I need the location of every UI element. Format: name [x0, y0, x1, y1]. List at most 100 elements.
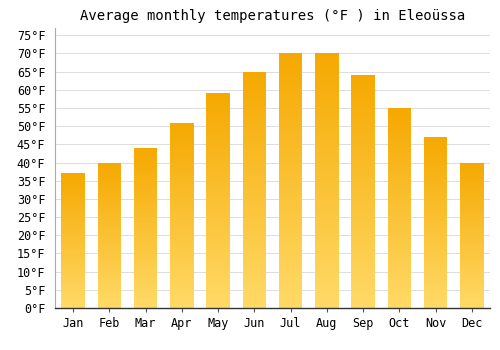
Bar	[352, 198, 375, 201]
Bar	[170, 182, 194, 184]
Bar	[388, 166, 411, 168]
Bar	[170, 167, 194, 169]
Bar	[98, 219, 121, 221]
Bar	[134, 263, 158, 265]
Bar	[206, 102, 230, 104]
Bar	[242, 145, 266, 147]
Bar	[170, 251, 194, 252]
Bar	[206, 274, 230, 276]
Bar	[98, 241, 121, 243]
Bar	[242, 287, 266, 289]
Bar	[134, 174, 158, 175]
Bar	[62, 214, 85, 215]
Bar	[170, 241, 194, 243]
Bar	[170, 138, 194, 139]
Bar	[62, 247, 85, 249]
Bar	[98, 256, 121, 257]
Bar	[388, 110, 411, 112]
Bar	[242, 251, 266, 254]
Bar	[279, 295, 302, 298]
Bar	[134, 178, 158, 180]
Bar	[279, 282, 302, 285]
Bar	[242, 249, 266, 251]
Bar	[315, 71, 338, 74]
Bar	[315, 130, 338, 132]
Bar	[98, 276, 121, 278]
Bar	[352, 96, 375, 99]
Bar	[388, 196, 411, 198]
Bar	[388, 262, 411, 264]
Bar	[134, 182, 158, 183]
Bar	[170, 299, 194, 301]
Bar	[424, 289, 448, 291]
Bar	[206, 181, 230, 183]
Bar	[352, 115, 375, 117]
Bar	[62, 254, 85, 256]
Bar	[206, 207, 230, 209]
Bar	[206, 186, 230, 188]
Bar	[242, 114, 266, 117]
Bar	[424, 171, 448, 173]
Bar	[98, 282, 121, 283]
Bar	[98, 170, 121, 171]
Bar	[352, 173, 375, 175]
Bar	[460, 186, 483, 187]
Bar	[242, 169, 266, 171]
Bar	[388, 228, 411, 230]
Bar	[242, 72, 266, 74]
Bar	[98, 235, 121, 237]
Bar	[352, 245, 375, 247]
Bar	[352, 129, 375, 131]
Bar	[206, 259, 230, 261]
Bar	[352, 264, 375, 266]
Bar	[315, 114, 338, 117]
Bar	[424, 188, 448, 190]
Bar	[460, 221, 483, 222]
Bar	[242, 91, 266, 93]
Bar	[98, 259, 121, 260]
Bar	[170, 302, 194, 304]
Bar	[206, 171, 230, 173]
Bar	[170, 124, 194, 126]
Bar	[62, 297, 85, 299]
Bar	[242, 121, 266, 124]
Bar	[206, 173, 230, 175]
Bar	[460, 240, 483, 241]
Bar	[460, 212, 483, 214]
Bar	[242, 86, 266, 88]
Bar	[279, 163, 302, 166]
Bar	[424, 234, 448, 236]
Bar	[279, 191, 302, 194]
Bar	[424, 194, 448, 195]
Bar	[315, 222, 338, 224]
Bar	[170, 276, 194, 278]
Bar	[98, 264, 121, 266]
Bar	[315, 74, 338, 76]
Bar	[460, 263, 483, 264]
Bar	[388, 288, 411, 290]
Bar	[279, 201, 302, 204]
Bar	[279, 102, 302, 104]
Bar	[315, 86, 338, 89]
Bar	[279, 265, 302, 267]
Bar	[279, 86, 302, 89]
Bar	[62, 184, 85, 186]
Bar	[242, 228, 266, 230]
Bar	[206, 297, 230, 299]
Bar	[98, 267, 121, 269]
Bar	[62, 215, 85, 217]
Bar	[460, 232, 483, 234]
Bar	[62, 175, 85, 176]
Bar	[315, 201, 338, 204]
Bar	[206, 115, 230, 117]
Bar	[424, 205, 448, 207]
Bar	[424, 156, 448, 158]
Bar	[62, 278, 85, 280]
Bar	[206, 241, 230, 244]
Bar	[206, 93, 230, 96]
Bar	[62, 179, 85, 180]
Bar	[98, 250, 121, 251]
Bar	[206, 209, 230, 211]
Bar	[388, 160, 411, 162]
Bar	[170, 295, 194, 297]
